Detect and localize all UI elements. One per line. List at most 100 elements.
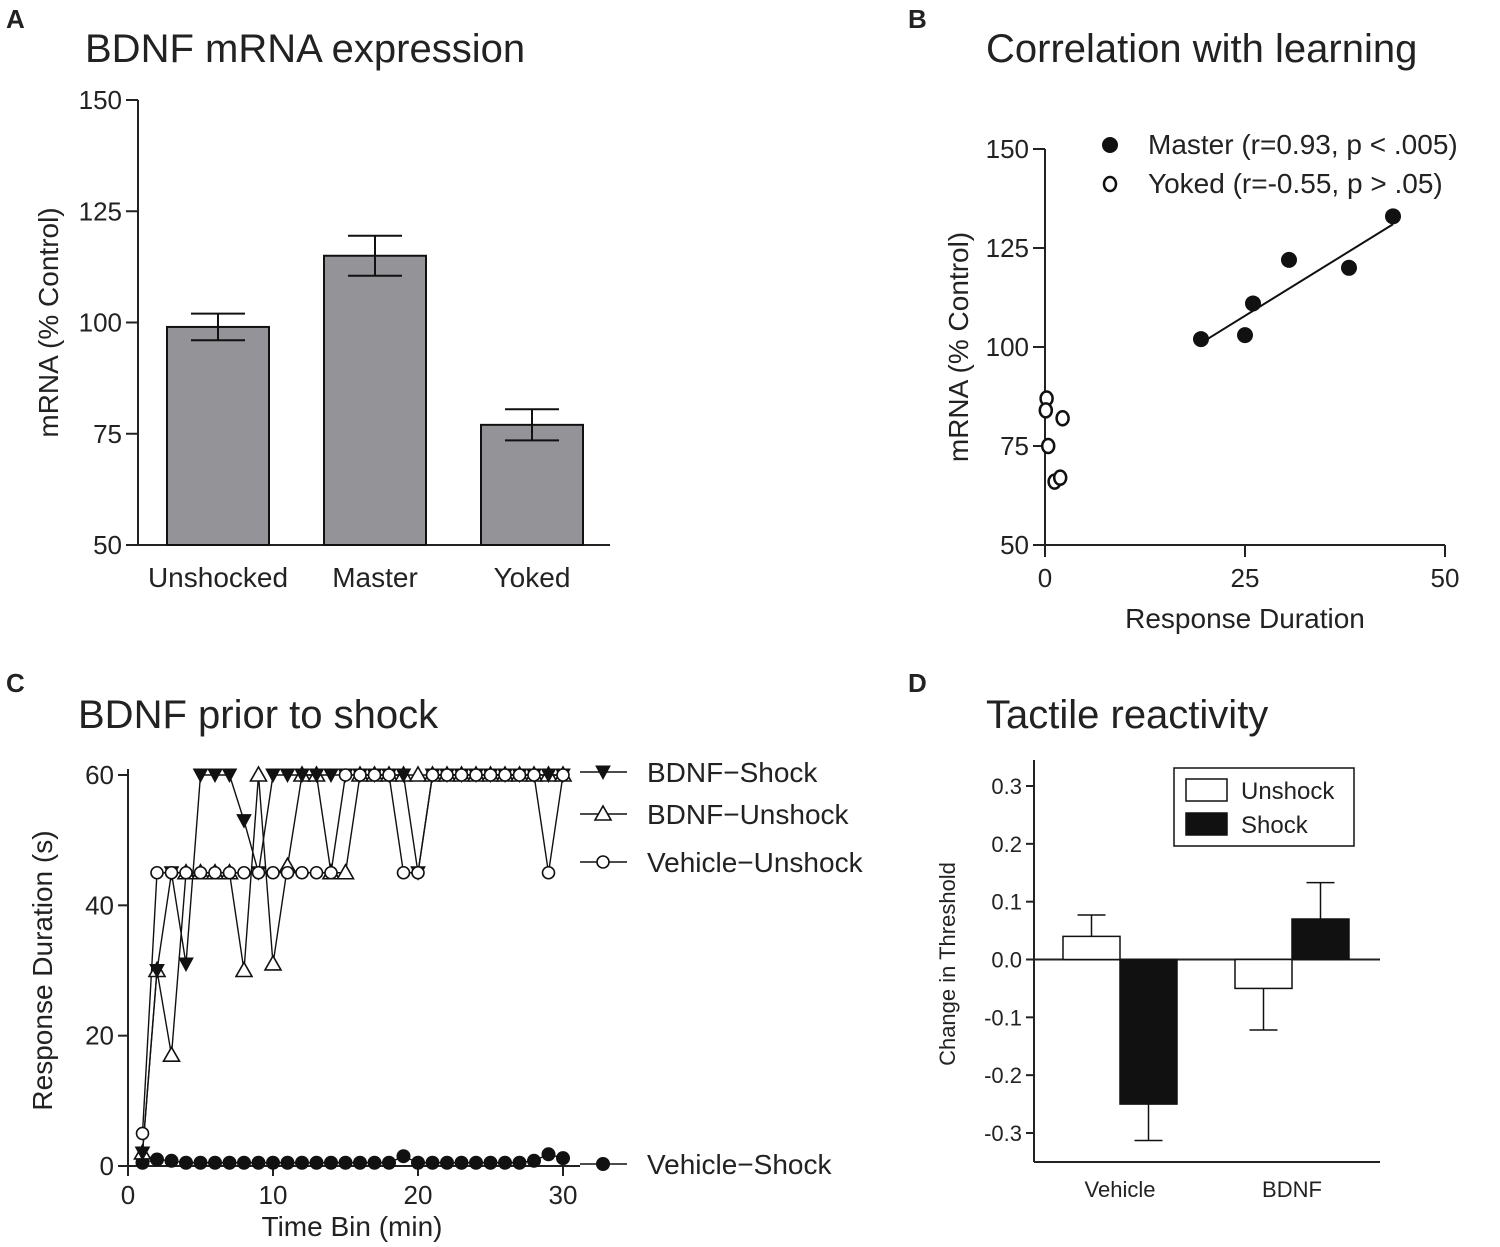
chart-c-point bbox=[135, 1126, 150, 1141]
panel-d: D Tactile reactivity -0.3 -0.2 -0.1 0.0 0.1 0.2… bbox=[908, 668, 1380, 1202]
chart-c-point bbox=[150, 865, 164, 880]
chart-b-y-tick-label: 50 bbox=[1000, 530, 1029, 560]
chart-d-y-tick-label: -0.1 bbox=[984, 1005, 1022, 1030]
chart-c-point bbox=[411, 865, 425, 880]
panel-letter-b: B bbox=[908, 4, 927, 34]
chart-c-legend-label: BDNF−Shock bbox=[647, 757, 818, 788]
chart-b-y-label: mRNA (% Control) bbox=[943, 232, 974, 462]
chart-b-yoked-point bbox=[1052, 469, 1068, 486]
chart-b-master-point bbox=[1245, 295, 1261, 312]
chart-c-point bbox=[251, 865, 266, 880]
chart-d-bar bbox=[1291, 918, 1350, 961]
chart-c-point bbox=[396, 1149, 411, 1164]
chart-c-series-line bbox=[141, 774, 563, 1154]
chart-c-point bbox=[556, 1151, 570, 1166]
chart-c-y-tick-label: 40 bbox=[85, 890, 114, 920]
chart-c-legend-marker bbox=[596, 1157, 610, 1171]
chart-c-point bbox=[208, 865, 222, 880]
chart-c-point bbox=[162, 1045, 181, 1063]
chart-c-point bbox=[324, 1155, 338, 1170]
chart-c-x-tick-label: 10 bbox=[259, 1180, 288, 1210]
chart-d-bar bbox=[1119, 958, 1178, 1105]
chart-d-y-tick-label: 0.2 bbox=[991, 832, 1022, 857]
chart-c-point bbox=[541, 865, 556, 880]
chart-c-point bbox=[411, 1155, 425, 1170]
panel-letter-c: C bbox=[6, 668, 25, 698]
chart-c-point bbox=[527, 1153, 541, 1168]
chart-c-point bbox=[179, 1155, 193, 1170]
chart-d-legend-swatch-shock bbox=[1185, 812, 1228, 836]
chart-c-legend-marker bbox=[593, 804, 613, 821]
chart-c-point bbox=[237, 865, 251, 880]
chart-c-point bbox=[408, 765, 428, 782]
chart-b-y-tick-label: 150 bbox=[986, 134, 1029, 164]
chart-b-y-tick-label: 100 bbox=[986, 332, 1029, 362]
chart-b-x-tick-label: 25 bbox=[1231, 563, 1260, 593]
chart-a-category-label: Master bbox=[332, 562, 418, 593]
chart-c-point bbox=[208, 1155, 222, 1170]
chart-c-point bbox=[234, 960, 254, 978]
chart-c-point bbox=[353, 768, 367, 782]
chart-b-yoked-point bbox=[1055, 410, 1070, 427]
chart-c-point bbox=[295, 1155, 309, 1170]
chart-c-legend-label: BDNF−Unshock bbox=[647, 799, 850, 830]
chart-c-point bbox=[367, 1155, 382, 1170]
chart-c-point bbox=[540, 768, 557, 784]
chart-b-legend-marker-yoked bbox=[1102, 175, 1118, 193]
chart-a-bar bbox=[480, 423, 584, 547]
chart-c-point bbox=[295, 865, 309, 880]
chart-a-y-tick-label: 125 bbox=[79, 196, 122, 226]
chart-c-point bbox=[236, 814, 252, 829]
chart-c-point bbox=[338, 768, 353, 782]
chart-c-point bbox=[221, 768, 238, 784]
chart-c-point bbox=[469, 1155, 483, 1170]
chart-c-point bbox=[527, 768, 541, 782]
chart-c-point bbox=[308, 768, 325, 784]
chart-c-title: BDNF prior to shock bbox=[78, 693, 439, 737]
chart-a-y-label: mRNA (% Control) bbox=[33, 207, 64, 437]
chart-b-legend-marker-master bbox=[1102, 137, 1118, 153]
chart-c-point bbox=[454, 1155, 469, 1170]
chart-c-point bbox=[280, 1155, 295, 1170]
chart-c-point bbox=[237, 1155, 251, 1170]
chart-b-legend-master: Master (r=0.93, p < .005) bbox=[1148, 129, 1458, 160]
chart-b-title: Correlation with learning bbox=[986, 27, 1417, 71]
chart-d-bar bbox=[1062, 935, 1121, 961]
chart-b-master-point bbox=[1385, 208, 1401, 225]
chart-c-legend-marker bbox=[596, 855, 610, 869]
chart-c-point bbox=[249, 765, 268, 782]
chart-a-y-tick-label: 150 bbox=[79, 85, 122, 115]
chart-c-point bbox=[150, 1152, 164, 1167]
chart-c-point bbox=[222, 1155, 237, 1170]
chart-c-point bbox=[193, 1155, 208, 1170]
chart-d-title: Tactile reactivity bbox=[986, 693, 1268, 737]
chart-c-point bbox=[192, 768, 209, 784]
chart-a-y-tick-label: 100 bbox=[79, 308, 122, 338]
chart-c-point bbox=[265, 768, 281, 784]
chart-c-x-tick-label: 20 bbox=[404, 1180, 433, 1210]
chart-a-title: BDNF mRNA expression bbox=[85, 27, 525, 71]
chart-c-point bbox=[309, 1155, 324, 1170]
chart-d-y-tick-label: 0.3 bbox=[991, 774, 1022, 799]
chart-c-point bbox=[323, 768, 339, 784]
chart-c-y-label: Response Duration (s) bbox=[27, 830, 58, 1110]
chart-c-point bbox=[336, 863, 355, 880]
chart-c-point bbox=[498, 1155, 512, 1170]
chart-d-bar bbox=[1234, 958, 1293, 990]
panel-letter-a: A bbox=[6, 4, 25, 34]
chart-d-y-tick-label: -0.2 bbox=[984, 1063, 1022, 1088]
chart-a-bar bbox=[323, 254, 427, 546]
chart-b-fit-line bbox=[1200, 223, 1394, 344]
chart-a-y-tick-label: 75 bbox=[93, 419, 122, 449]
chart-c-point bbox=[193, 865, 208, 880]
chart-c-y-tick-label: 60 bbox=[85, 760, 114, 790]
panel-c: C BDNF prior to shock 0 20 40 60 0 10 20 30 Time B… bbox=[6, 668, 864, 1242]
panel-b: B Correlation with learning 50 75 100 125 150 0… bbox=[908, 4, 1459, 634]
chart-c-point bbox=[179, 865, 193, 880]
chart-d-legend-unshock: Unshock bbox=[1241, 778, 1335, 805]
chart-c-point bbox=[512, 1155, 527, 1170]
chart-c-point bbox=[207, 768, 223, 784]
chart-c-point bbox=[395, 768, 412, 784]
chart-c-point bbox=[134, 1146, 151, 1162]
